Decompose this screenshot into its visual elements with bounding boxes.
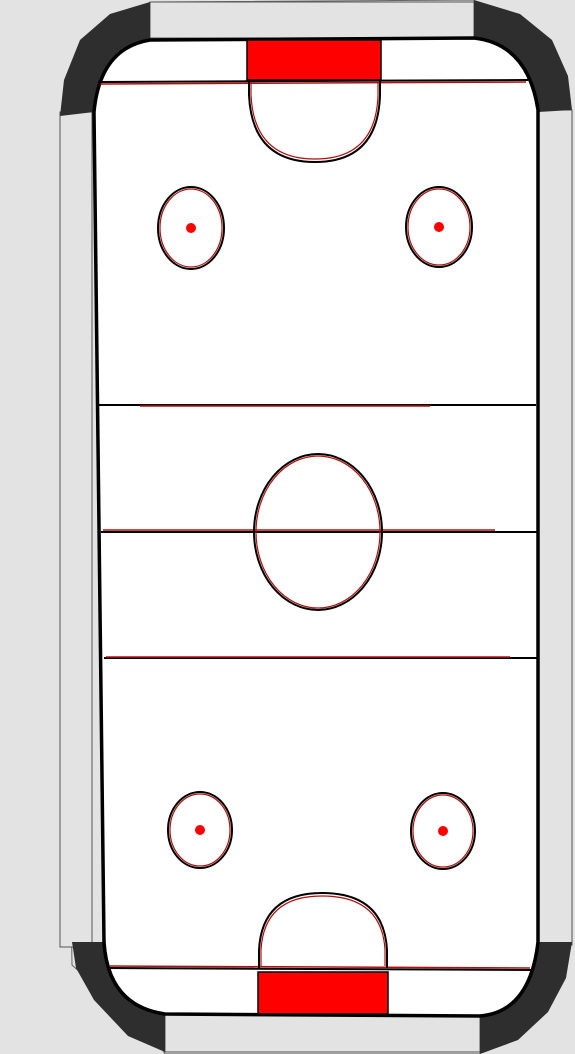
bottom-goal-line-red (109, 965, 531, 969)
corner-bumper-top-right (474, 0, 572, 112)
faceoff-spot-top-right (405, 186, 473, 268)
top-goal-line-red (99, 81, 527, 85)
top-goal[interactable] (246, 39, 382, 81)
corner-bumper-top-left (60, 2, 150, 116)
top-goal-crease-red (250, 82, 379, 160)
bottom-goal-crease (258, 891, 388, 968)
top-rail (149, 1, 475, 39)
top-goal-crease (248, 80, 381, 164)
bottom-goal-line (107, 967, 533, 971)
center-circle (253, 453, 383, 611)
goal-slot-icon (246, 39, 382, 81)
playing-surface[interactable] (92, 36, 540, 1018)
faceoff-spot-bottom-right (410, 792, 476, 870)
top-goal-line (97, 79, 529, 83)
corner-bumper-bottom-right (480, 942, 572, 1054)
faceoff-dot (195, 825, 205, 835)
bottom-goal-crease-red (260, 895, 386, 966)
bottom-goal[interactable] (257, 971, 389, 1015)
faceoff-dot (186, 223, 196, 233)
left-rail (59, 111, 93, 948)
bottom-rail (164, 1013, 481, 1053)
center-circle-red (255, 455, 381, 609)
faceoff-dot (434, 222, 444, 232)
right-rail (537, 109, 573, 946)
faceoff-spot-bottom-left (167, 791, 233, 869)
corner-bumper-bottom-left (72, 942, 165, 1052)
faceoff-dot (438, 826, 448, 836)
goal-slot-icon (257, 971, 389, 1015)
faceoff-spot-top-left (157, 186, 225, 270)
